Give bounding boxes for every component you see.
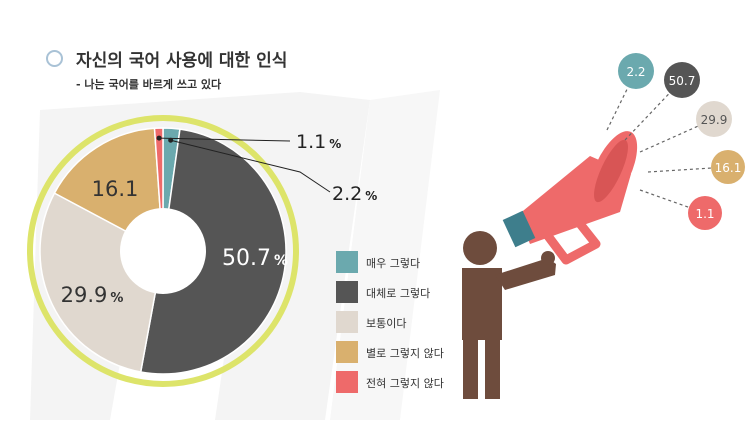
leader-line-not-at-all xyxy=(159,137,291,142)
chart-subtitle: - 나는 국어를 바르게 쓰고 있다 xyxy=(76,78,222,91)
value-bubble-very-much xyxy=(618,53,654,89)
leader-line-very-much xyxy=(170,139,331,193)
value-bubble-label-generally: 50.7 xyxy=(669,74,696,88)
value-bubble-normal xyxy=(696,101,732,137)
person-figure xyxy=(462,231,556,399)
slice-label-not-really: 16.1 xyxy=(92,177,139,201)
megaphone-icon xyxy=(502,131,638,265)
slice-label-very-much: 2.2% xyxy=(332,183,377,205)
slice-generally xyxy=(139,128,287,375)
legend-item-not-at-all: 전혀 그렇지 않다 xyxy=(336,371,496,393)
legend-swatch xyxy=(336,311,358,333)
legend-label: 매우 그렇다 xyxy=(366,257,421,270)
chart-title: 자신의 국어 사용에 대한 인식 xyxy=(76,51,288,71)
legend-item-not-really: 별로 그렇지 않다 xyxy=(336,341,496,363)
legend-label: 전혀 그렇지 않다 xyxy=(366,377,444,390)
legend-item-generally: 대체로 그렇다 xyxy=(336,281,496,303)
value-bubble-label-not-really: 16.1 xyxy=(715,161,742,175)
value-bubble-generally xyxy=(664,62,700,98)
title-bullet-icon xyxy=(46,50,63,67)
value-bubble-label-normal: 29.9 xyxy=(701,113,728,127)
donut-hole xyxy=(120,208,206,294)
legend-swatch xyxy=(336,251,358,273)
legend-label: 대체로 그렇다 xyxy=(366,287,431,300)
slice-label-not-at-all: 1.1% xyxy=(296,131,341,153)
legend-label: 보통이다 xyxy=(366,317,407,330)
legend-swatch xyxy=(336,341,358,363)
value-bubble-label-not-at-all: 1.1 xyxy=(695,207,714,221)
value-bubble-not-really xyxy=(711,150,745,184)
value-bubble-label-very-much: 2.2 xyxy=(626,65,645,79)
outer-ring xyxy=(27,115,299,387)
legend-item-normal: 보통이다 xyxy=(336,311,496,333)
slice-label-normal: 29.9% xyxy=(61,283,124,307)
legend-label: 별로 그렇지 않다 xyxy=(366,347,444,360)
legend-swatch xyxy=(336,281,358,303)
slice-label-generally: 50.7% xyxy=(222,246,288,271)
legend-swatch xyxy=(336,371,358,393)
value-bubble-not-at-all xyxy=(688,196,722,230)
legend-item-very-much: 매우 그렇다 xyxy=(336,251,496,273)
